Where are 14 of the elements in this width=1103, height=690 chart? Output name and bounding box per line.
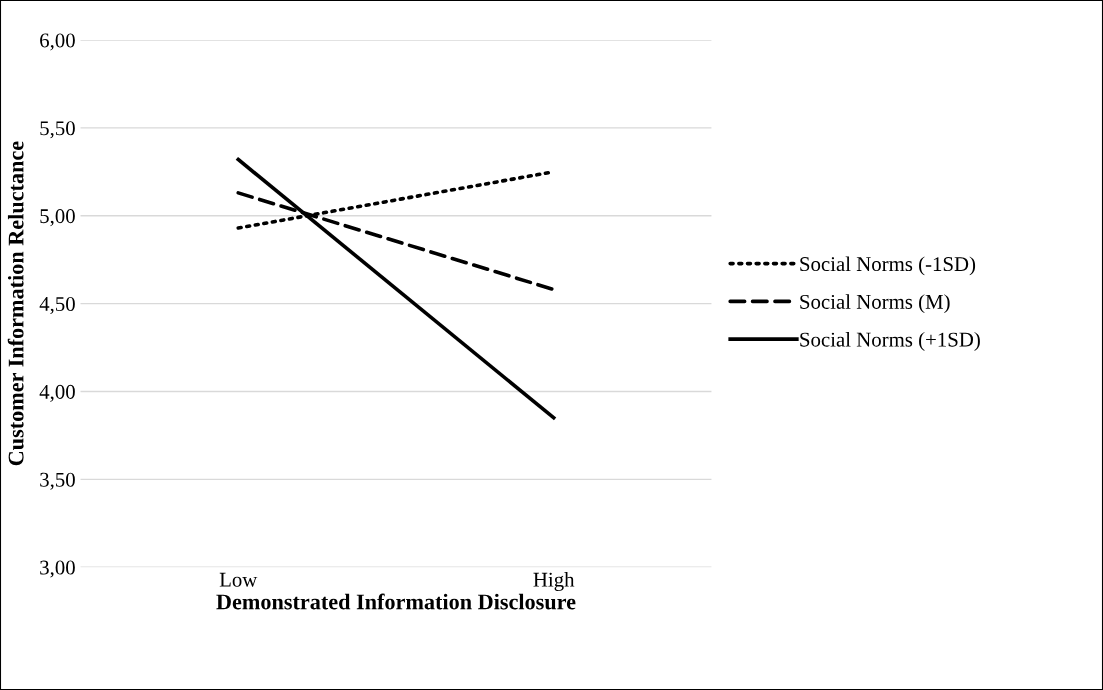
legend-label: Social Norms (M) <box>800 294 950 314</box>
y-tick-label: 3,00 <box>40 560 75 578</box>
x-axis-title: Demonstrated Information Disclosure <box>216 593 576 610</box>
y-axis-title: Customer Information Reluctance <box>7 141 24 466</box>
y-tick-label: 6,00 <box>40 33 75 51</box>
legend-label: Social Norms (-1SD) <box>800 256 976 276</box>
y-tick-label: 5,00 <box>40 209 75 227</box>
x-tick-label: Low <box>219 572 258 587</box>
legend-label: Social Norms (+1SD) <box>800 331 980 351</box>
y-tick-label: 3,50 <box>40 472 75 490</box>
y-tick-label: 5,50 <box>40 121 75 139</box>
x-tick-label: High <box>533 572 575 591</box>
y-tick-label: 4,50 <box>39 296 75 315</box>
y-tick-label: 4,00 <box>39 384 75 402</box>
